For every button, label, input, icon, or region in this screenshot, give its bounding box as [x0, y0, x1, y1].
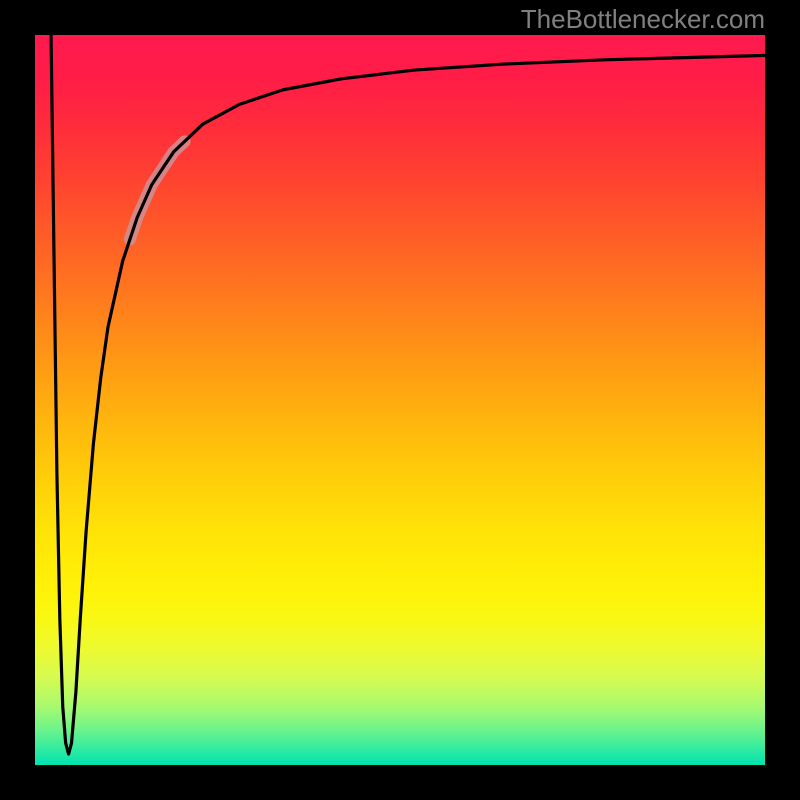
curve-layer [35, 35, 765, 765]
bottleneck-curve [51, 35, 765, 754]
plot-area [35, 35, 765, 765]
chart-root: TheBottlenecker.com [0, 0, 800, 800]
attribution-text: TheBottlenecker.com [521, 4, 765, 35]
highlight-segment [130, 141, 185, 239]
